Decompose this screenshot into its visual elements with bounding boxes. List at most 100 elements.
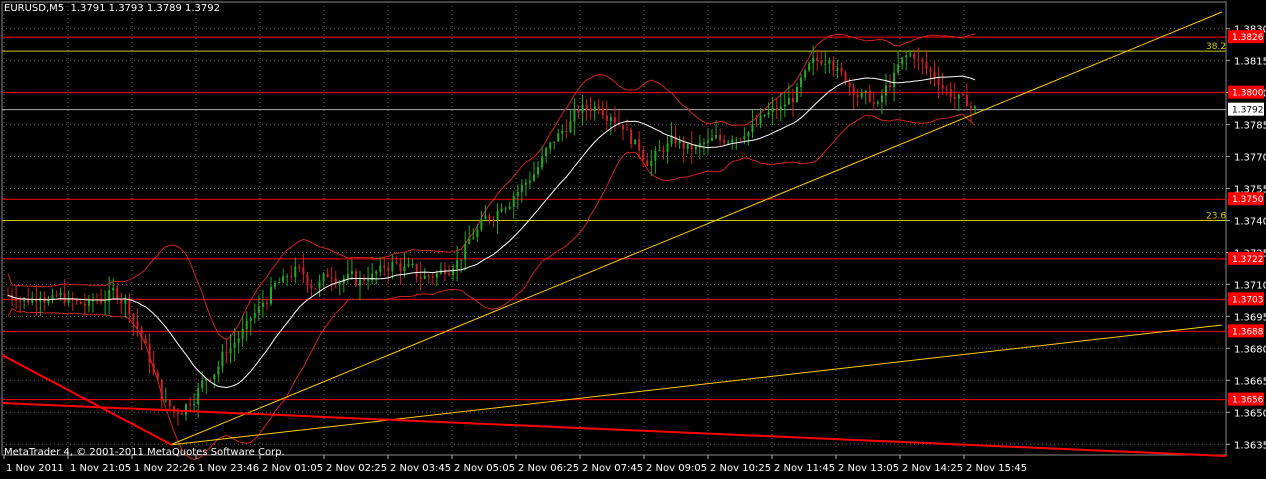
bull-candle xyxy=(783,91,786,118)
candle-body xyxy=(468,238,471,245)
candle-body xyxy=(492,219,495,221)
bear-candle xyxy=(306,272,309,293)
bull-candle xyxy=(747,131,750,146)
symbol-info: EURUSD,M5 1.3791 1.3793 1.3789 1.3792 xyxy=(4,3,220,14)
bull-candle xyxy=(549,141,552,155)
candle-body xyxy=(148,343,151,364)
candle-body xyxy=(59,292,62,296)
bull-candle xyxy=(460,259,463,273)
bear-candle xyxy=(310,279,313,296)
candle-body xyxy=(860,92,863,98)
candle-body xyxy=(706,140,709,143)
x-tick-label: 2 Nov 14:25 xyxy=(902,463,963,474)
bull-candle xyxy=(581,94,584,126)
level-price-label: 1.3688 xyxy=(1232,327,1264,337)
candle-body xyxy=(597,106,600,109)
candle-body xyxy=(233,342,236,348)
bull-candle xyxy=(294,257,297,284)
bear-candle xyxy=(172,405,175,418)
candle-body xyxy=(945,88,948,90)
bear-candle xyxy=(565,119,568,139)
bear-candle xyxy=(330,266,333,292)
candle-body xyxy=(642,150,645,161)
x-tick-label: 1 Nov 22:26 xyxy=(134,463,195,474)
candle-body xyxy=(443,269,446,274)
candle-body xyxy=(702,142,705,144)
bull-candle xyxy=(452,263,455,282)
bull-candle xyxy=(634,139,637,145)
bull-candle xyxy=(771,97,774,126)
level-price-label: 1.3800 xyxy=(1232,89,1264,99)
y-tick-label: 1.3755 xyxy=(1234,185,1266,196)
bear-candle xyxy=(953,82,956,110)
y-tick-label: 1.3710 xyxy=(1234,280,1266,291)
candle-body xyxy=(144,338,147,344)
bull-candle xyxy=(278,277,281,284)
bull-candle xyxy=(715,120,718,140)
bear-candle xyxy=(492,215,495,228)
candle-body xyxy=(205,379,208,381)
bull-candle xyxy=(557,128,560,142)
candle-body xyxy=(108,290,111,302)
bull-candle xyxy=(468,225,471,245)
bear-candle xyxy=(79,300,82,305)
candle-body xyxy=(427,275,430,277)
bull-candle xyxy=(905,50,908,71)
bear-candle xyxy=(791,88,794,117)
candle-body xyxy=(694,146,697,150)
bear-candle xyxy=(832,55,835,77)
candle-body xyxy=(634,139,637,145)
bear-candle xyxy=(290,265,293,282)
candle-body xyxy=(751,124,754,133)
candle-body xyxy=(168,400,171,407)
bull-candle xyxy=(836,59,839,79)
candle-body xyxy=(496,211,499,220)
x-tick-label: 2 Nov 07:45 xyxy=(582,463,643,474)
x-tick-label: 1 Nov 23:46 xyxy=(198,463,259,474)
candle-body xyxy=(35,298,38,302)
bull-candle xyxy=(391,254,394,280)
bear-candle xyxy=(302,253,305,284)
bull-candle xyxy=(205,377,208,394)
candle-body xyxy=(561,131,564,134)
candle-body xyxy=(112,287,115,291)
bear-candle xyxy=(399,257,402,285)
bear-candle xyxy=(597,99,600,115)
candle-body xyxy=(47,300,50,304)
candle-body xyxy=(367,280,370,282)
candle-body xyxy=(965,95,968,107)
candle-body xyxy=(682,140,685,150)
x-tick-label: 2 Nov 03:45 xyxy=(390,463,451,474)
candle-body xyxy=(116,287,119,299)
bull-candle xyxy=(193,392,196,412)
bull-candle xyxy=(350,259,353,281)
bull-candle xyxy=(593,100,596,121)
bear-candle xyxy=(96,293,99,305)
bear-candle xyxy=(395,256,398,265)
bull-candle xyxy=(828,57,831,74)
bull-candle xyxy=(108,276,111,315)
bear-candle xyxy=(387,261,390,284)
candle-body xyxy=(318,281,321,289)
bear-candle xyxy=(140,325,143,351)
bull-candle xyxy=(779,92,782,122)
bear-candle xyxy=(577,105,580,119)
candle-body xyxy=(929,69,932,72)
candle-body xyxy=(674,135,677,144)
bear-candle xyxy=(723,134,726,147)
candle-body xyxy=(488,215,491,220)
candle-body xyxy=(763,115,766,117)
candle-body xyxy=(925,61,928,70)
bollinger-upper xyxy=(7,33,976,341)
candle-body xyxy=(601,108,604,116)
bear-candle xyxy=(27,288,30,306)
candle-body xyxy=(670,135,673,144)
candle-body xyxy=(249,317,252,321)
sma-line xyxy=(7,75,976,388)
bear-candle xyxy=(156,369,159,381)
candle-body xyxy=(75,299,78,302)
bear-candle xyxy=(132,312,135,337)
candle-body xyxy=(63,292,66,303)
bull-candle xyxy=(286,273,289,287)
